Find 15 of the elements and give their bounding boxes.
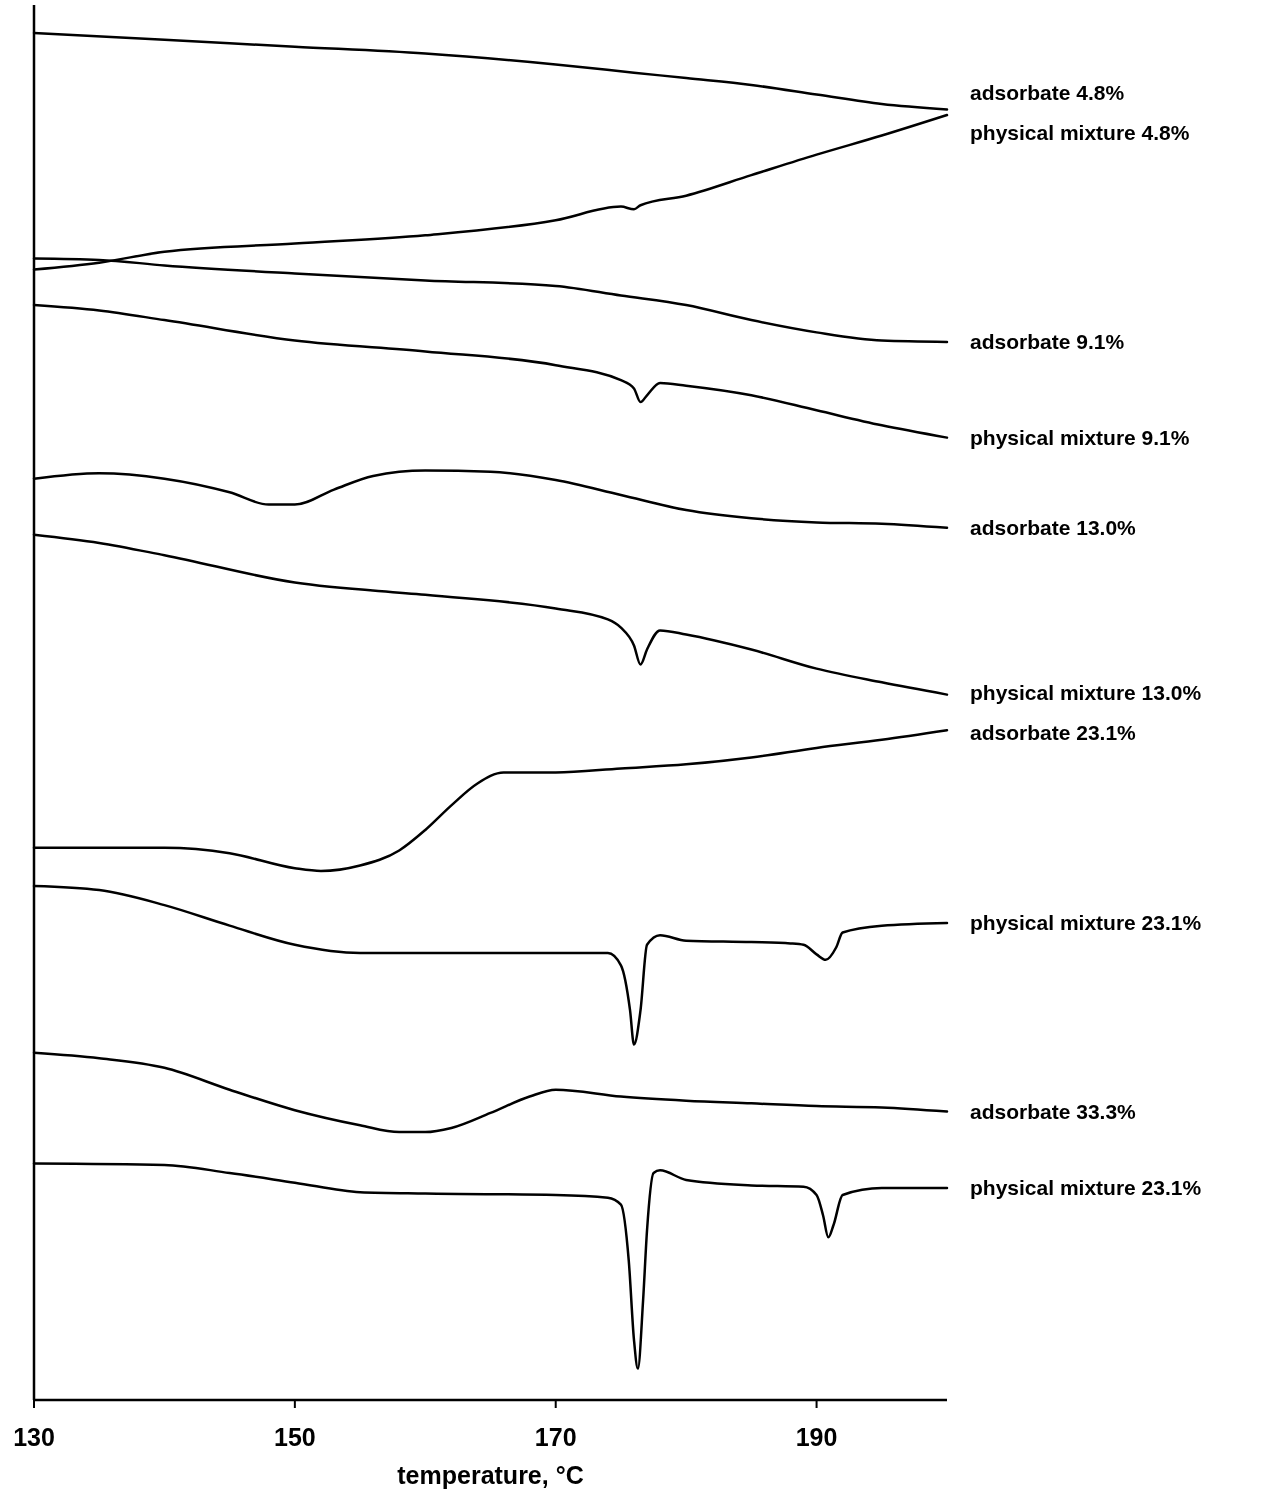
- series-label: adsorbate 33.3%: [970, 1099, 1137, 1123]
- x-tick-label: 150: [274, 1423, 316, 1451]
- series-label: adsorbate 4.8%: [970, 80, 1125, 104]
- series-label: adsorbate 9.1%: [970, 330, 1125, 354]
- series-label: physical mixture 23.1%: [970, 1176, 1202, 1200]
- x-axis-title: temperature, °C: [397, 1461, 584, 1489]
- series-label: physical mixture 9.1%: [970, 425, 1190, 449]
- series-label: physical mixture 23.1%: [970, 911, 1202, 935]
- series-label: physical mixture 13.0%: [970, 680, 1202, 704]
- x-tick-label: 130: [13, 1423, 55, 1451]
- series-label: physical mixture 4.8%: [970, 120, 1190, 144]
- x-tick-label: 170: [534, 1423, 577, 1451]
- series-label: adsorbate 23.1%: [970, 720, 1137, 744]
- x-tick-label: 190: [795, 1423, 838, 1451]
- series-label: adsorbate 13.0%: [970, 516, 1137, 540]
